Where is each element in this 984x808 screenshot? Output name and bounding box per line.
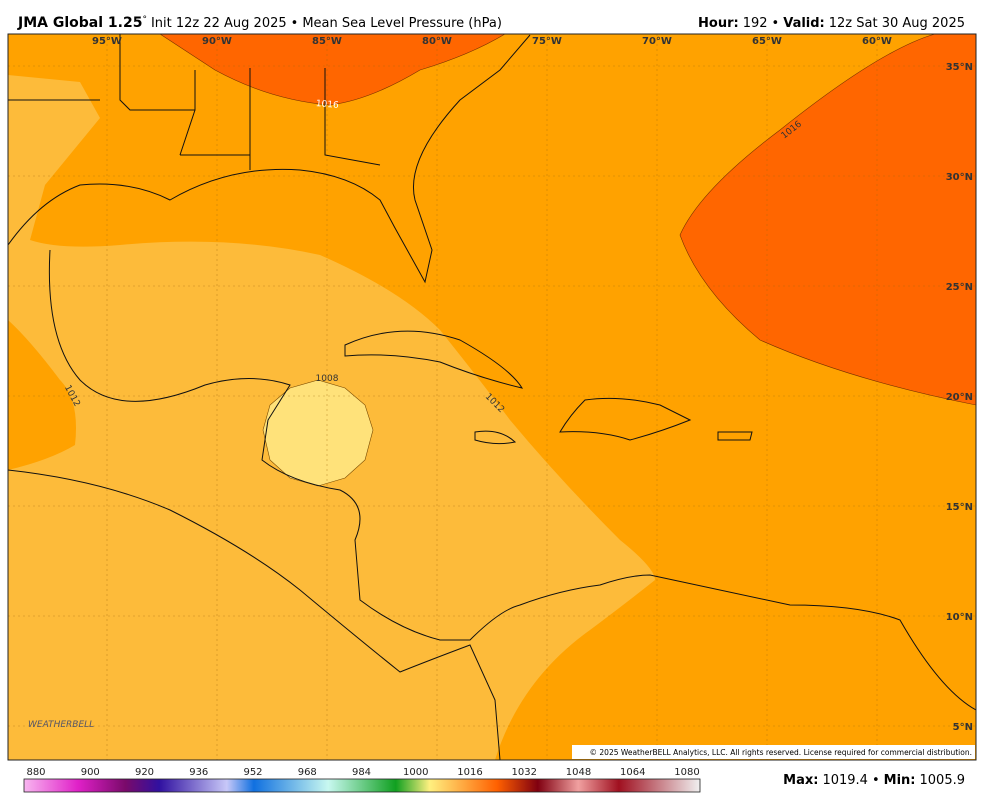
separator: • [872,773,880,788]
island [717,431,753,441]
degree: ° [142,15,147,25]
colorbar-label: 1032 [512,767,537,778]
latitude-label: 35°N [946,62,973,73]
longitude-label: 60°W [862,36,892,47]
latitude-label: 20°N [946,392,973,403]
coastline [48,249,976,711]
valid-info: Hour: 192 • Valid: 12z Sat 30 Aug 2025 [698,16,965,31]
colorbar-label: 984 [352,767,371,778]
copyright-box [572,745,975,759]
valid-label: Valid: [783,16,825,31]
valid: 12z Sat 30 Aug 2025 [829,16,965,31]
max-min: Max: 1019.4 • Min: 1005.9 [783,773,965,788]
field-above-1016 [679,34,976,406]
colorbar-label: 1048 [566,767,591,778]
coastline [8,34,531,284]
latitude-label: 10°N [946,612,973,623]
colorbar-label: 952 [243,767,262,778]
colorbar-label: 1000 [403,767,428,778]
title: JMA Global 1.25° Init 12z 22 Aug 2025 • Mea… [17,15,502,31]
longitude-label: 65°W [752,36,782,47]
colorbar [23,778,701,793]
hour-label: Hour: [698,16,739,31]
colorbar-label: 900 [81,767,100,778]
colorbar-label: 1080 [674,767,699,778]
model: JMA Global 1.25 [17,15,142,31]
product: Mean Sea Level Pressure (hPa) [302,16,502,31]
logo: WEATHERBELL [28,720,94,730]
colorbar-label: 880 [26,767,45,778]
contour-label: 1016 [315,99,339,111]
separator: • [291,16,299,31]
contour-label: 1008 [316,374,339,384]
latitude-label: 15°N [946,502,973,513]
colorbar-label: 968 [298,767,317,778]
colorbar-labels: 880 900 920 936 952 968 984 1000 1016 1032 1048 106… [26,767,699,778]
colorbar-label: 920 [135,767,154,778]
island [559,397,692,441]
state-borders [8,34,381,170]
separator: • [772,16,780,31]
longitude-label: 80°W [422,36,452,47]
coastline [8,469,501,760]
max: 1019.4 [822,773,868,788]
island [344,330,524,389]
longitude-label: 70°W [642,36,672,47]
longitude-label: 95°W [92,36,122,47]
map-frame [7,33,977,761]
hour: 192 [743,16,768,31]
latitude-label: 25°N [946,282,973,293]
island [474,430,517,445]
map [8,34,976,760]
init: Init 12z 22 Aug 2025 [151,16,287,31]
colorbar-label: 1016 [457,767,482,778]
latitude-label: 5°N [953,722,973,733]
colorbar-label: 1064 [620,767,645,778]
copyright: © 2025 WeatherBELL Analytics, LLC. All r… [590,748,972,757]
min: 1005.9 [920,773,966,788]
max-label: Max: [783,773,818,788]
longitude-label: 90°W [202,36,232,47]
field-above-1016 [159,34,506,106]
longitude-label: 85°W [312,36,342,47]
longitude-label: 75°W [532,36,562,47]
colorbar-label: 936 [189,767,208,778]
latitude-label: 30°N [946,172,973,183]
min-label: Min: [884,773,916,788]
map-labels: 95°W 90°W 85°W 80°W 75°W 70°W 65°W 60°W 35°N 30°N… [62,36,973,733]
